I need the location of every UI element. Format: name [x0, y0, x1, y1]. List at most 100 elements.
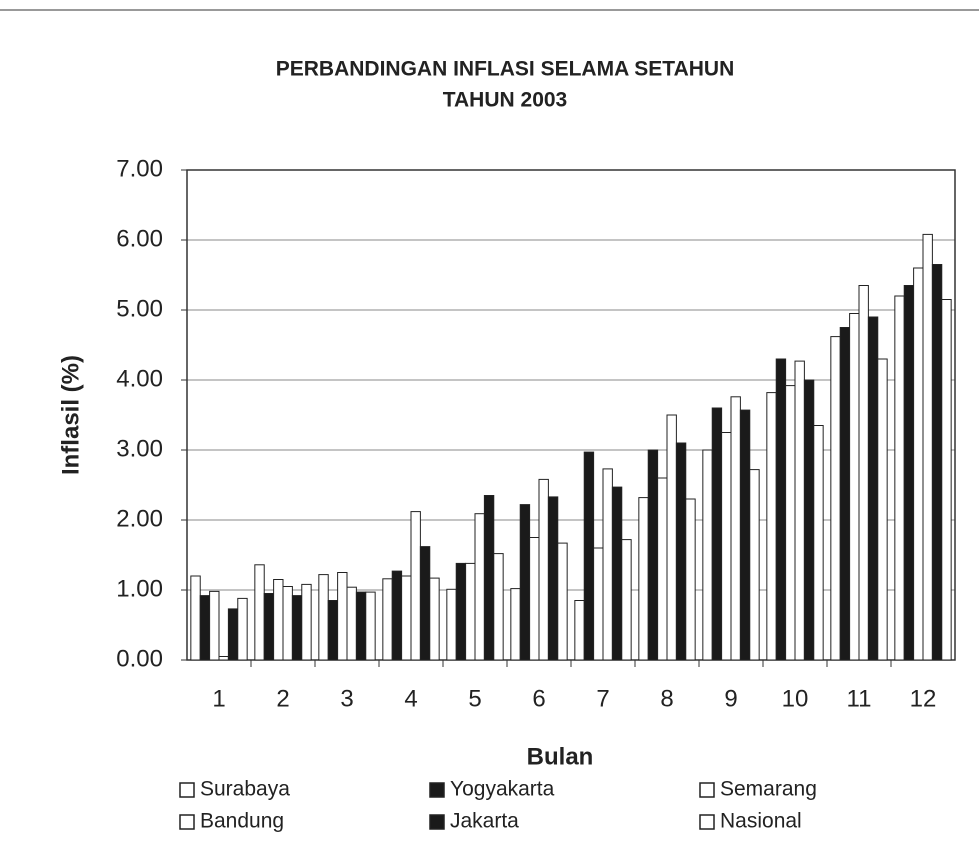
- bar: [803, 379, 815, 661]
- bar: [419, 546, 431, 661]
- x-tick-label: 12: [910, 685, 937, 712]
- bar: [557, 542, 568, 661]
- bar: [263, 593, 275, 661]
- bar: [877, 358, 888, 661]
- legend-label: Nasional: [720, 810, 802, 833]
- x-tick-label: 5: [468, 685, 481, 712]
- bar: [218, 656, 229, 661]
- bar: [365, 591, 376, 661]
- legend-swatch: [429, 814, 445, 830]
- bar: [301, 583, 312, 661]
- x-tick-label: 9: [724, 685, 737, 712]
- bar: [913, 267, 924, 661]
- bar: [337, 572, 348, 661]
- x-tick-label: 7: [596, 685, 609, 712]
- legend-swatch: [699, 782, 715, 798]
- y-tick-label: 0.00: [116, 645, 163, 672]
- bar: [922, 233, 933, 661]
- bar: [611, 486, 623, 661]
- bar: [538, 478, 549, 661]
- bar: [903, 285, 915, 661]
- bar: [282, 586, 293, 661]
- legend-label: Yogyakarta: [450, 778, 555, 801]
- bar: [657, 477, 668, 661]
- bar: [327, 600, 339, 661]
- y-tick-label: 5.00: [116, 295, 163, 322]
- bar: [931, 264, 943, 661]
- bar: [209, 590, 220, 661]
- bar: [401, 575, 412, 661]
- bar: [474, 513, 485, 661]
- bar: [355, 591, 367, 661]
- bar: [775, 358, 787, 661]
- x-tick-label: 6: [532, 685, 545, 712]
- y-tick-label: 3.00: [116, 435, 163, 462]
- bar: [813, 425, 824, 661]
- legend-swatch: [429, 782, 445, 798]
- y-tick-label: 7.00: [116, 155, 163, 182]
- bar: [273, 579, 284, 661]
- bar: [429, 577, 440, 661]
- bar: [638, 497, 649, 661]
- x-tick-label: 10: [782, 685, 809, 712]
- bar: [894, 295, 905, 661]
- x-tick-label: 1: [212, 685, 225, 712]
- bar: [529, 537, 540, 661]
- x-tick-label: 4: [404, 685, 417, 712]
- bar: [382, 578, 393, 661]
- bar: [199, 595, 211, 661]
- bar: [867, 316, 879, 661]
- bar: [510, 588, 521, 661]
- bar: [602, 468, 613, 661]
- x-tick-label: 3: [340, 685, 353, 712]
- bar: [730, 396, 741, 661]
- bar: [749, 469, 760, 661]
- bar: [291, 595, 303, 661]
- bar: [493, 553, 504, 661]
- bar: [839, 327, 851, 661]
- bar: [785, 385, 796, 661]
- bar: [941, 299, 952, 661]
- bar: [621, 539, 632, 661]
- bar: [227, 608, 239, 661]
- bar: [858, 285, 869, 661]
- bar: [574, 600, 585, 661]
- legend-label: Bandung: [200, 810, 284, 833]
- y-tick-label: 6.00: [116, 225, 163, 252]
- bar: [455, 562, 467, 661]
- y-tick-label: 4.00: [116, 365, 163, 392]
- legend-swatch: [699, 814, 715, 830]
- bar: [519, 504, 531, 661]
- bar: [318, 574, 329, 661]
- bar: [410, 511, 421, 661]
- y-axis-title: Inflasil (%): [57, 355, 84, 475]
- bar: [739, 409, 751, 661]
- chart-title: PERBANDINGAN INFLASI SELAMA SETAHUN: [276, 58, 735, 81]
- bar: [547, 496, 559, 661]
- y-tick-label: 1.00: [116, 575, 163, 602]
- bar: [583, 451, 595, 661]
- bar: [702, 449, 713, 661]
- legend-swatch: [179, 814, 195, 830]
- bar: [794, 360, 805, 661]
- bar: [483, 495, 495, 661]
- y-tick-label: 2.00: [116, 505, 163, 532]
- bar: [237, 597, 248, 661]
- x-tick-label: 8: [660, 685, 673, 712]
- bar: [593, 547, 604, 661]
- bar: [446, 588, 457, 661]
- legend-swatch: [179, 782, 195, 798]
- x-axis-title: Bulan: [527, 743, 594, 770]
- bar: [675, 442, 687, 661]
- chart-subtitle: TAHUN 2003: [443, 89, 567, 112]
- legend-label: Semarang: [720, 778, 817, 801]
- bar: [465, 562, 476, 661]
- bar: [254, 564, 265, 661]
- bar: [721, 432, 732, 661]
- bar: [830, 336, 841, 661]
- bar: [849, 313, 860, 661]
- bar: [647, 449, 659, 661]
- x-tick-label: 2: [276, 685, 289, 712]
- bar: [190, 575, 201, 661]
